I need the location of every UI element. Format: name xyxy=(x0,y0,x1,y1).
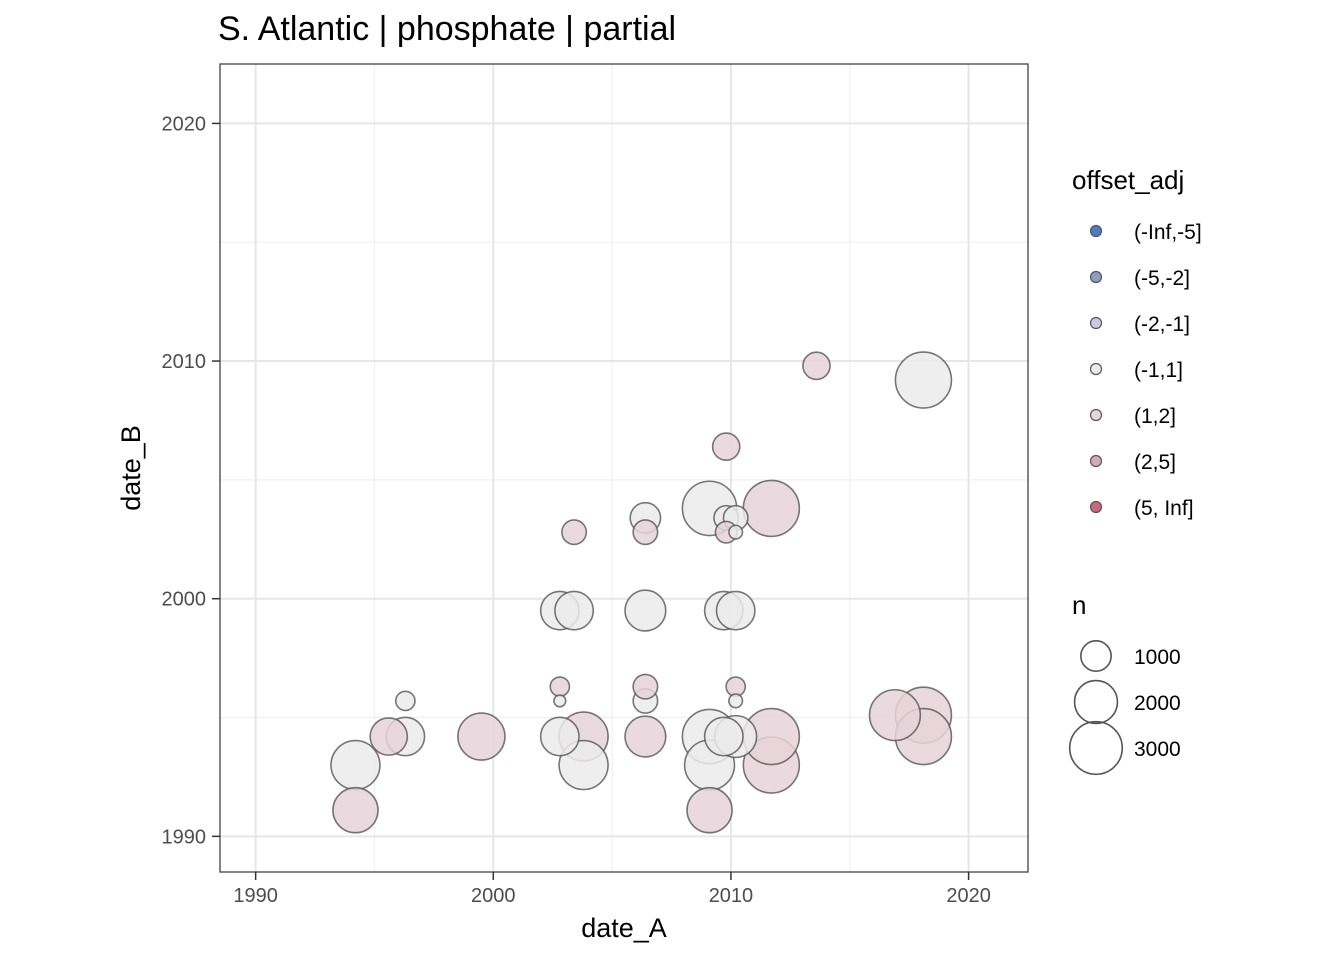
panel-border xyxy=(219,63,1029,873)
data-point xyxy=(561,519,588,546)
data-point xyxy=(332,786,379,834)
color-legend: offset_adj (-Inf,-5] (-5,-2] (-2,-1] (-1,1]… xyxy=(1072,165,1202,520)
color-legend-key xyxy=(1089,408,1103,422)
size-legend-title: n xyxy=(1072,590,1086,620)
color-legend-label: (5, Inf] xyxy=(1134,497,1194,520)
y-tick-label: 2020 xyxy=(162,113,207,135)
data-point xyxy=(549,676,571,698)
y-axis: 1990 2000 2010 2020 xyxy=(162,113,220,848)
color-legend-label: (1,2] xyxy=(1134,405,1176,428)
size-legend-label: 3000 xyxy=(1134,738,1181,761)
data-point xyxy=(711,432,741,461)
y-tick-label: 2000 xyxy=(162,589,207,611)
y-tick-label: 2010 xyxy=(162,351,207,373)
y-tick-label: 1990 xyxy=(162,826,207,848)
data-point xyxy=(728,524,744,540)
data-point xyxy=(624,715,667,758)
color-legend-key xyxy=(1089,270,1103,284)
data-point xyxy=(686,786,733,834)
color-legend-label: (-1,1] xyxy=(1134,359,1183,382)
x-axis: 1990 2000 2010 2020 xyxy=(233,872,991,907)
x-tick-label: 2010 xyxy=(709,885,754,907)
data-point xyxy=(742,479,801,538)
data-point xyxy=(703,716,744,757)
data-point xyxy=(457,712,506,761)
color-legend-label: (2,5] xyxy=(1134,451,1176,474)
color-legend-key xyxy=(1089,500,1103,514)
major-gridlines xyxy=(220,64,1028,872)
data-point xyxy=(330,739,381,791)
data-point xyxy=(554,590,595,631)
size-legend: n 1000 2000 3000 xyxy=(1068,590,1181,776)
data-point xyxy=(369,717,409,756)
data-point xyxy=(632,519,659,546)
size-legend-key xyxy=(1073,679,1119,725)
color-legend-key xyxy=(1089,316,1103,330)
color-legend-label: (-Inf,-5] xyxy=(1134,221,1202,244)
data-point xyxy=(728,693,744,709)
chart-title: S. Atlantic | phosphate | partial xyxy=(218,10,676,48)
color-legend-title: offset_adj xyxy=(1072,165,1184,195)
color-legend-key xyxy=(1089,362,1103,376)
color-legend-label: (-5,-2] xyxy=(1134,267,1190,290)
data-point xyxy=(624,589,667,632)
color-legend-key xyxy=(1089,224,1103,238)
x-tick-label: 1990 xyxy=(233,885,278,907)
data-point xyxy=(539,716,580,757)
size-legend-key xyxy=(1080,640,1112,672)
x-axis-title: date_A xyxy=(581,913,667,943)
size-legend-label: 1000 xyxy=(1134,646,1181,669)
color-legend-key xyxy=(1089,454,1103,468)
x-tick-label: 2020 xyxy=(946,885,991,907)
plot-panel xyxy=(219,63,1029,873)
minor-gridlines xyxy=(220,64,1028,872)
size-legend-key xyxy=(1068,720,1124,776)
data-point xyxy=(394,690,416,712)
data-point xyxy=(715,590,756,631)
color-legend-label: (-2,-1] xyxy=(1134,313,1190,336)
y-axis-title: date_B xyxy=(116,425,146,511)
data-points xyxy=(330,351,953,834)
data-point xyxy=(802,351,831,381)
x-tick-label: 2000 xyxy=(471,885,516,907)
data-point xyxy=(868,688,922,742)
data-point xyxy=(894,351,953,409)
data-point xyxy=(632,673,659,700)
size-legend-label: 2000 xyxy=(1134,692,1181,715)
data-point xyxy=(553,694,567,708)
